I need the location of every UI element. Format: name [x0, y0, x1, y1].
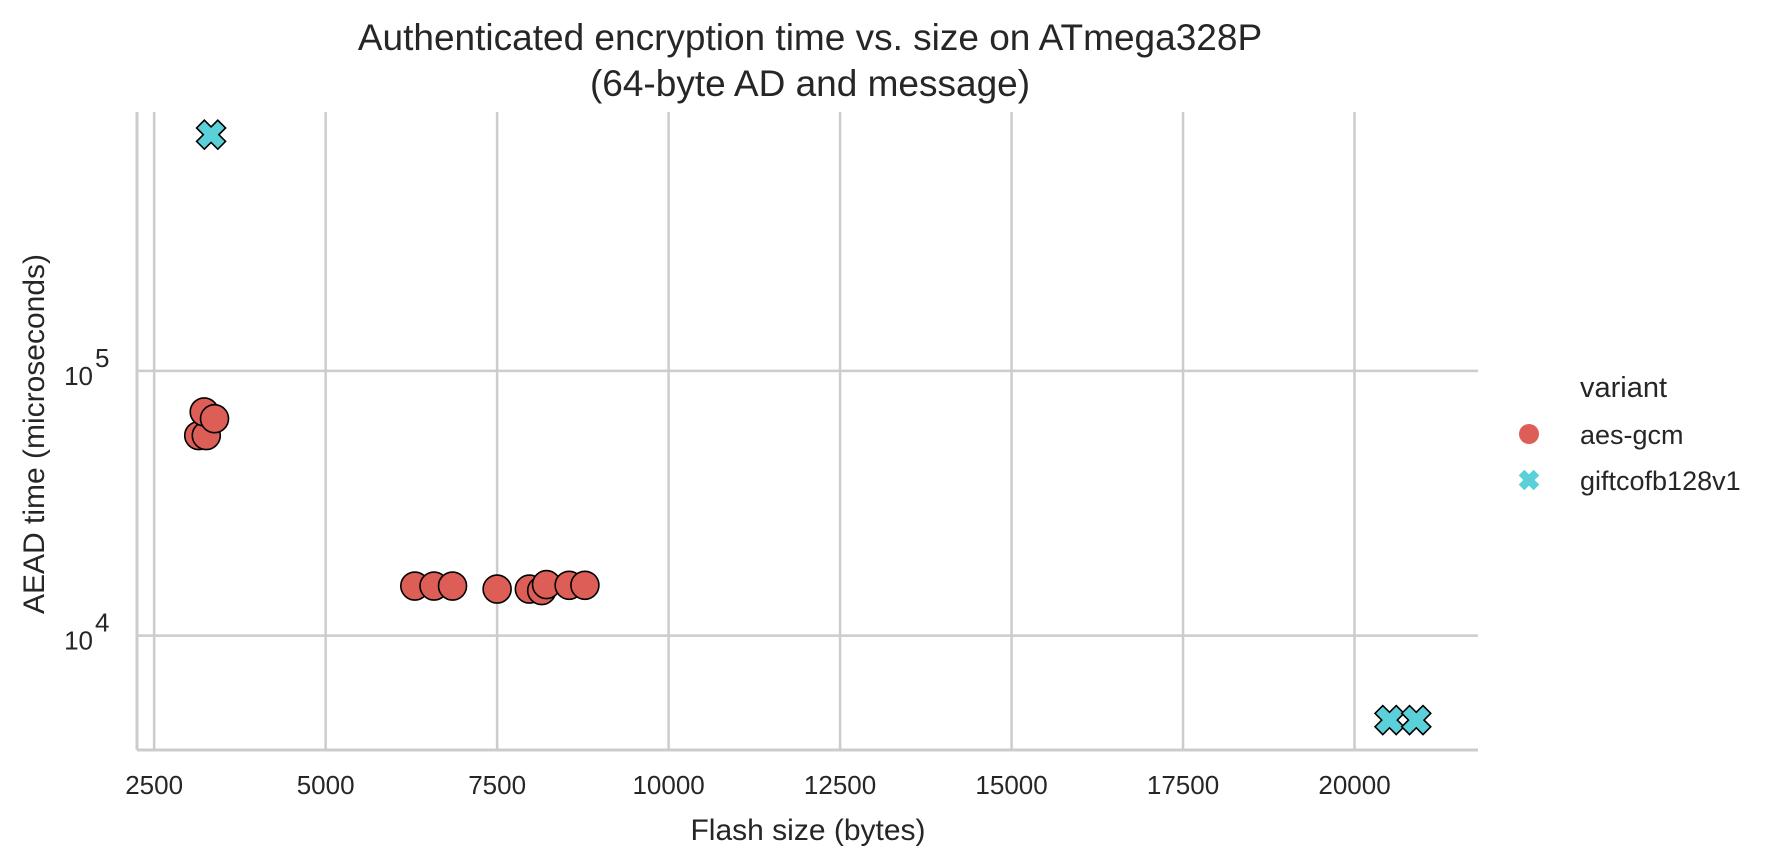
x-axis-ticks: 2500 5000 7500 10000 12500 15000 17500 20000 [125, 770, 1390, 800]
legend-marker-aes-gcm [1519, 424, 1539, 444]
data-point-aes-gcm [199, 403, 230, 434]
x-tick-label: 17500 [1147, 770, 1219, 800]
x-tick-label: 20000 [1318, 770, 1390, 800]
x-tick-label: 7500 [468, 770, 526, 800]
data-point-giftcofb128v1 [1400, 704, 1432, 736]
x-tick-label: 10000 [632, 770, 704, 800]
legend: variant aes-gcm giftcofb128v1 [1518, 372, 1741, 496]
data-point-giftcofb128v1 [195, 119, 227, 151]
data-point-aes-gcm [570, 570, 600, 601]
legend-label-giftcofb128v1: giftcofb128v1 [1580, 466, 1741, 496]
data-point-aes-gcm [437, 571, 468, 601]
axes-spines [135, 112, 1478, 752]
y-axis-label: AEAD time (microseconds) [18, 254, 51, 614]
y-tick-label-exponent: 4 [95, 608, 109, 638]
chart-title-line-1: Authenticated encryption time vs. size o… [358, 17, 1262, 58]
x-axis-label: Flash size (bytes) [690, 814, 925, 847]
grid [137, 112, 1478, 750]
x-tick-label: 5000 [297, 770, 355, 800]
chart-title: Authenticated encryption time vs. size o… [358, 17, 1262, 104]
x-tick-label: 2500 [125, 770, 183, 800]
y-tick-label: 10 [64, 361, 93, 391]
y-tick-label-exponent: 5 [95, 343, 109, 373]
x-tick-label: 12500 [804, 770, 876, 800]
chart-title-line-2: (64-byte AD and message) [590, 63, 1030, 104]
data-point-aes-gcm [482, 574, 512, 604]
data-points [183, 119, 1432, 736]
legend-label-aes-gcm: aes-gcm [1580, 420, 1684, 450]
x-tick-label: 15000 [975, 770, 1047, 800]
legend-marker-giftcofb128v1 [1518, 469, 1540, 491]
data-point-giftcofb128v1 [1373, 704, 1406, 736]
y-tick-label: 10 [64, 626, 93, 656]
legend-title: variant [1580, 372, 1667, 404]
